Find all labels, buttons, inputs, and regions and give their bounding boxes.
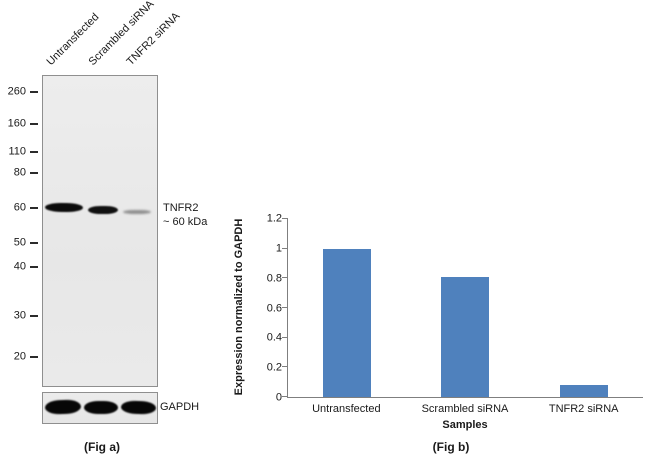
mw-tick-mark — [30, 207, 38, 209]
y-tick-mark — [282, 277, 288, 279]
mw-marker-50: 50 — [13, 236, 26, 249]
mw-tick-mark — [30, 315, 38, 317]
x-axis-title: Samples — [442, 419, 488, 431]
x-axis-tick-labels: Untransfected Scrambled siRNA TNFR2 siRN… — [287, 403, 643, 415]
y-axis-title: Expression normalized to GAPDH — [233, 218, 245, 396]
lane-label-scrambled-sirna: Scrambled siRNA — [86, 0, 157, 68]
mw-marker-60: 60 — [13, 201, 26, 214]
mw-marker-160: 160 — [7, 117, 26, 130]
mw-tick-mark — [30, 356, 38, 358]
gapdh-band-lane1 — [44, 399, 82, 415]
target-protein-label: TNFR2 — [163, 202, 199, 214]
y-tick-label: 0.2 — [266, 361, 282, 374]
gapdh-label: GAPDH — [160, 401, 200, 413]
y-tick-labels: 0 0.2 0.4 0.6 0.8 1 1.2 — [248, 213, 282, 403]
mw-marker-30: 30 — [13, 309, 26, 322]
gapdh-band-lane2 — [84, 401, 118, 414]
y-tick-label: 0 — [275, 391, 282, 404]
tnfr2-band-lane2 — [88, 206, 118, 214]
mw-tick-mark — [30, 242, 38, 244]
y-tick-label: 0.8 — [266, 272, 282, 285]
y-tick-mark — [282, 366, 288, 368]
mw-marker-110: 110 — [8, 145, 26, 158]
bar — [323, 248, 372, 397]
y-tick-mark — [282, 336, 288, 338]
mw-marker-260: 260 — [7, 85, 26, 98]
x-tick-label-tnfr2-sirna: TNFR2 siRNA — [548, 403, 619, 415]
mw-tick-mark — [30, 151, 38, 153]
mw-marker-20: 20 — [13, 350, 26, 363]
y-tick-label: 1 — [275, 242, 282, 255]
y-tick-label: 0.6 — [266, 302, 282, 314]
y-tick-mark — [282, 247, 288, 249]
bar — [559, 385, 608, 397]
mw-marker-40: 40 — [13, 260, 26, 273]
target-size-label: ~ 60 kDa — [163, 216, 208, 228]
western-blot-image — [42, 75, 158, 387]
y-tick-mark — [282, 218, 288, 219]
fig-a-caption: (Fig a) — [84, 440, 120, 454]
plot-area — [282, 218, 643, 398]
bar — [441, 276, 490, 397]
bar-slot — [406, 219, 524, 397]
y-tick-label: 0.4 — [266, 331, 282, 344]
y-tick-mark — [282, 396, 288, 397]
y-tick-mark — [282, 307, 288, 308]
tnfr2-band-lane3 — [123, 210, 151, 214]
mw-tick-mark — [30, 172, 38, 174]
mw-tick-mark — [30, 266, 38, 268]
bar-slot — [288, 219, 406, 397]
mw-tick-mark — [30, 123, 38, 125]
gapdh-blot-image — [42, 392, 158, 424]
x-tick-label-untransfected: Untransfected — [312, 403, 381, 415]
fig-b-caption: (Fig b) — [432, 440, 470, 454]
tnfr2-band-lane1 — [44, 202, 84, 213]
x-tick-label-scrambled-sirna: Scrambled siRNA — [421, 403, 509, 415]
mw-marker-80: 80 — [13, 166, 26, 179]
gapdh-band-lane3 — [120, 400, 157, 415]
mw-tick-mark — [30, 91, 38, 93]
y-tick-label: 1.2 — [266, 212, 282, 225]
bar-slot — [525, 219, 643, 397]
